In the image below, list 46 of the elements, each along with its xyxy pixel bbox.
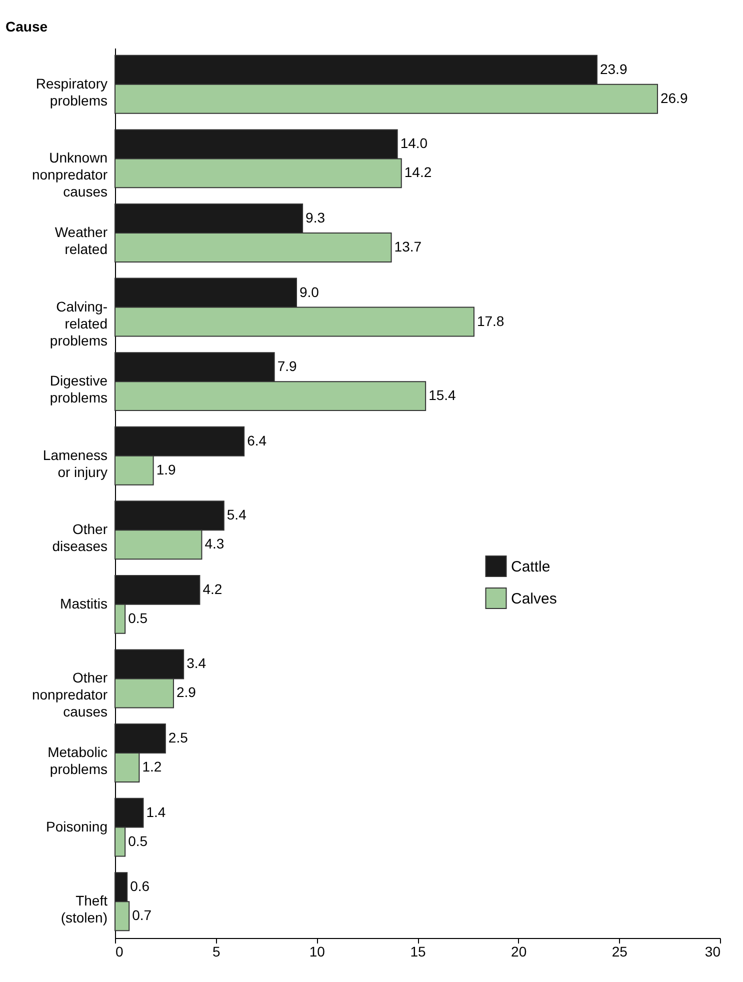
x-tick-label: 0 [116, 944, 124, 960]
legend-label: Cattle [511, 558, 550, 576]
y-tick-label: Mastitis [60, 595, 108, 612]
data-label: 26.9 [660, 90, 688, 106]
y-tick-label: Other nonpredator causes [32, 670, 108, 720]
y-tick-label: Poisoning [46, 818, 108, 834]
data-label: 2.9 [176, 684, 196, 700]
data-label: 9.0 [300, 284, 320, 300]
y-axis-title: Cause [6, 18, 48, 34]
y-tick-label: Respiratory problems [36, 75, 108, 108]
y-tick-label: Metabolic problems [48, 744, 108, 778]
data-label: 0.6 [130, 878, 150, 894]
y-tick-label: Digestive problems [50, 372, 108, 406]
x-tick-label: 30 [704, 944, 721, 960]
data-label: 1.4 [146, 804, 166, 820]
data-label: 5.4 [226, 506, 247, 523]
x-tick-label: 25 [612, 944, 628, 960]
x-tick-label: 15 [410, 944, 426, 960]
y-tick-label: Calving-related problems [50, 298, 108, 348]
y-tick-label: Theft (stolen) [60, 892, 108, 926]
data-label: 0.5 [128, 832, 148, 849]
y-tick-label: Other diseases [52, 521, 108, 554]
y-tick-label: Weather related [54, 224, 108, 257]
data-label: 0.7 [132, 907, 152, 924]
data-label: 1.2 [142, 758, 162, 775]
data-label: 0.5 [128, 610, 148, 626]
y-tick-label: Lameness or injury [42, 446, 108, 480]
x-tick-label: 5 [212, 944, 220, 960]
data-label: 2.5 [168, 730, 188, 746]
data-label: 14.2 [404, 164, 432, 180]
x-tick-label: 10 [309, 944, 326, 960]
y-tick-label: Unknown nonpredator causes [32, 150, 108, 200]
data-label: 4.3 [204, 536, 224, 552]
data-label: 3.4 [186, 655, 206, 672]
data-label: 6.4 [247, 432, 267, 448]
data-label: 9.3 [306, 209, 326, 226]
data-label: 13.7 [394, 238, 422, 254]
data-label: 1.9 [156, 461, 176, 478]
legend-label: Calves [511, 590, 557, 608]
data-label: 23.9 [600, 60, 628, 77]
x-tick-label: 20 [511, 944, 527, 960]
data-label: 7.9 [277, 358, 297, 374]
data-label: 17.8 [476, 312, 504, 329]
data-label: 4.2 [202, 580, 222, 597]
data-label: 14.0 [400, 135, 428, 152]
data-label: 15.4 [428, 387, 456, 404]
